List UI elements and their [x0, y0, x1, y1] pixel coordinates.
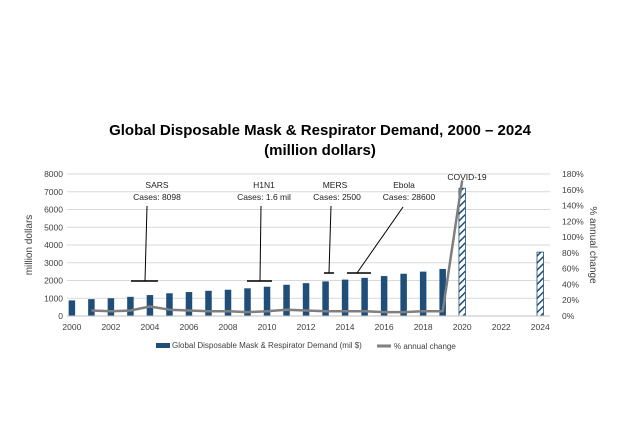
bar: [341, 279, 349, 316]
y2-tick-label: 120%: [562, 216, 584, 226]
bar: [88, 299, 95, 316]
y-tick-label: 5000: [44, 222, 63, 232]
legend-line-label: % annual change: [394, 342, 456, 351]
bar: [419, 271, 427, 316]
x-tick-label: 2002: [101, 322, 120, 332]
y2-tick-label: 140%: [562, 201, 584, 211]
bar: [302, 283, 310, 316]
x-tick-label: 2020: [453, 322, 472, 332]
bar: [322, 281, 329, 316]
bar: [185, 292, 193, 316]
y2-tick-label: 180%: [562, 169, 584, 179]
y-tick-label: 0: [58, 311, 63, 321]
annotation-label-h1n1: H1N1: [253, 180, 275, 190]
y-tick-label: 3000: [44, 258, 63, 268]
bar: [263, 286, 271, 316]
y-tick-label: 8000: [44, 169, 63, 179]
annotation-cases-h1n1: Cases: 1.6 mil: [237, 192, 291, 202]
legend-bar-swatch: [156, 343, 170, 348]
bar: [244, 288, 251, 316]
x-tick-label: 2014: [336, 322, 355, 332]
bar: [400, 273, 407, 316]
y2-tick-label: 80%: [562, 248, 579, 258]
x-tick-label: 2008: [219, 322, 238, 332]
x-tick-label: 2012: [297, 322, 316, 332]
annual-change-line: [91, 180, 464, 314]
y-tick-label: 2000: [44, 276, 63, 286]
annotation-label-sars: SARS: [145, 180, 168, 190]
bar: [380, 276, 388, 316]
y2-tick-label: 100%: [562, 232, 584, 242]
x-tick-label: 2024: [531, 322, 550, 332]
annotation-leader-ebola: [356, 206, 404, 274]
annotation-leader-h1n1: [259, 205, 262, 282]
annotation-label-mers: MERS: [323, 180, 348, 190]
y-tick-label: 6000: [44, 205, 63, 215]
line-series: [91, 180, 464, 314]
y2-axis-label: % annual change: [587, 206, 598, 284]
bar: [439, 268, 446, 316]
bar: [224, 289, 232, 316]
x-tick-label: 2004: [140, 322, 159, 332]
forecast-bar: [458, 187, 466, 317]
legend: Global Disposable Mask & Respirator Dema…: [156, 341, 456, 351]
y-axis-label: million dollars: [24, 215, 35, 276]
y2-tick-label: 160%: [562, 185, 584, 195]
y-tick-label: 1000: [44, 293, 63, 303]
annotation-label-covid19: COVID-19: [447, 172, 486, 182]
x-tick-label: 2018: [414, 322, 433, 332]
bar: [361, 277, 368, 316]
annotation-cases-mers: Cases: 2500: [313, 192, 361, 202]
x-tick-label: 2016: [375, 322, 394, 332]
y2-tick-label: 0%: [562, 311, 575, 321]
legend-bar-label: Global Disposable Mask & Respirator Dema…: [172, 341, 362, 350]
annotations: SARS Cases: 8098 H1N1 Cases: 1.6 mil MERS Cas…: [131, 172, 487, 282]
y2-tick-label: 20%: [562, 295, 579, 305]
y-tick-label: 7000: [44, 187, 63, 197]
bar-series: [68, 187, 544, 317]
bar: [283, 284, 290, 316]
annotation-leader-sars: [144, 205, 148, 282]
chart-title: Global Disposable Mask & Respirator Dema…: [109, 122, 531, 139]
bar: [107, 298, 115, 316]
forecast-bar: [536, 251, 544, 317]
y-tick-label: 4000: [44, 240, 63, 250]
x-tick-label: 2022: [492, 322, 511, 332]
annotation-cases-ebola: Cases: 28600: [383, 192, 436, 202]
annotation-label-ebola: Ebola: [393, 180, 415, 190]
y2-tick-label: 40%: [562, 279, 579, 289]
bar: [166, 293, 173, 316]
annotation-cases-sars: Cases: 8098: [133, 192, 181, 202]
bar: [205, 290, 212, 316]
x-tick-label: 2010: [258, 322, 277, 332]
x-tick-label: 2006: [180, 322, 199, 332]
axes: 0 1000 2000 3000 4000 5000 6000 7000 8000 0% 20% 40…: [44, 169, 584, 332]
annotation-leader-mers: [328, 205, 332, 274]
bar: [68, 300, 76, 316]
y2-tick-label: 60%: [562, 264, 579, 274]
x-tick-label: 2000: [62, 322, 81, 332]
bar: [127, 296, 134, 316]
chart-subtitle: (million dollars): [264, 142, 376, 159]
